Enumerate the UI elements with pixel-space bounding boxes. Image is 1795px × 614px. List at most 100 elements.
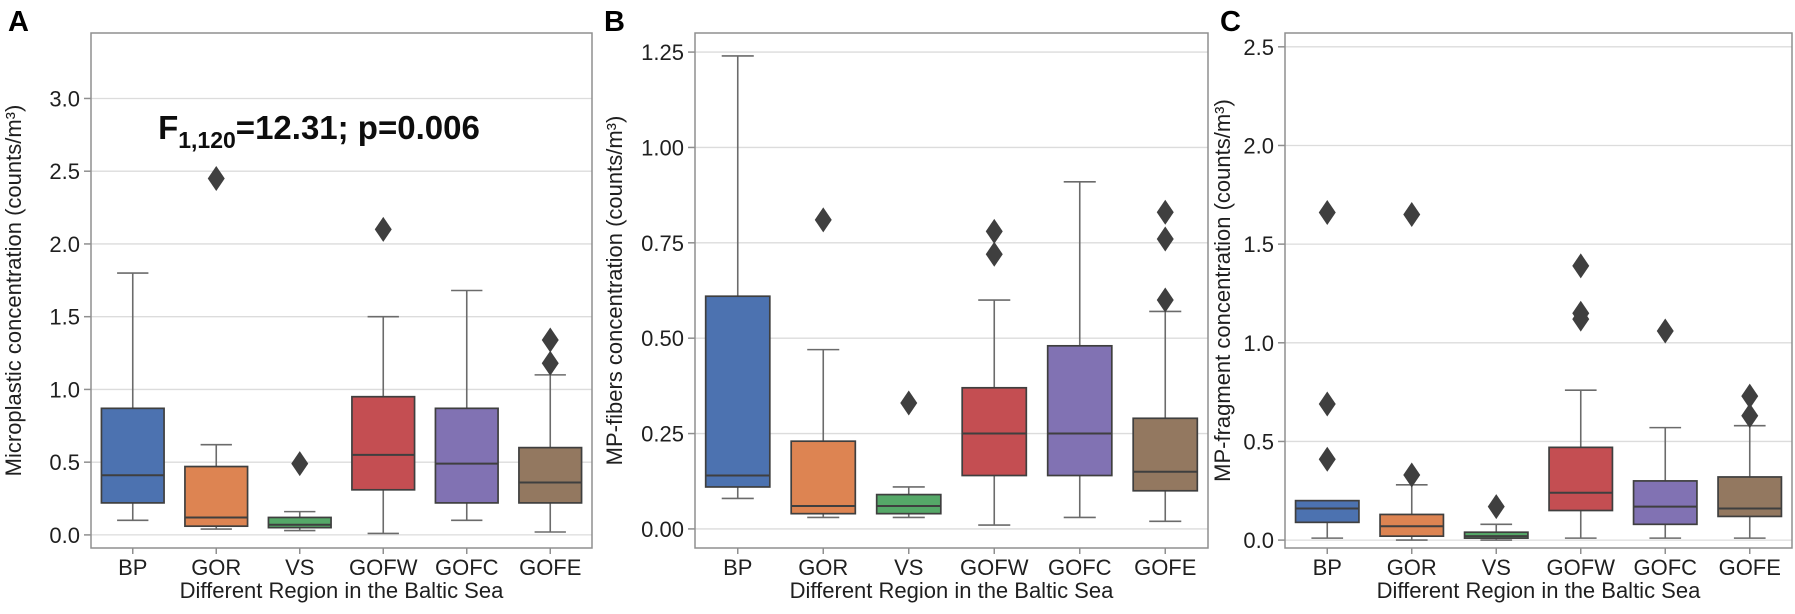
panel-B: 0.00 0.25 0.50 0.75 1.00 1.25 BP GOR VS GOFW GOFC G… <box>602 32 1209 603</box>
x-tick-label-GOFW: GOFW <box>349 555 418 580</box>
iqr-box <box>1132 417 1199 492</box>
x-axis-title: Different Region in the Baltic Sea <box>790 578 1114 603</box>
x-axis-title: Different Region in the Baltic Sea <box>1377 578 1701 603</box>
outlier-diamond-icon <box>1656 318 1674 344</box>
iqr-box <box>1294 499 1360 524</box>
plot-frame <box>1284 32 1793 549</box>
box-GOFE <box>1132 199 1199 523</box>
box-GOFE <box>518 327 583 533</box>
plot-frame <box>694 32 1209 549</box>
box-GOR <box>790 207 857 519</box>
outlier-diamond-icon <box>985 241 1003 267</box>
iqr-box <box>875 493 942 515</box>
iqr-box <box>1548 446 1614 512</box>
iqr-box <box>267 516 332 529</box>
outlier-diamond-icon <box>1156 226 1174 252</box>
outlier-diamond-icon <box>1403 202 1421 228</box>
outlier-diamond-icon <box>985 218 1003 244</box>
x-tick-label-GOR: GOR <box>798 555 848 580</box>
outlier-diamond-icon <box>541 350 559 376</box>
outlier-diamond-icon <box>1741 383 1759 409</box>
y-axis-title: MP-fragment concentration (counts/m³) <box>1210 99 1235 482</box>
y-tick-label: 2.5 <box>49 159 80 184</box>
x-tick-label-VS: VS <box>894 555 923 580</box>
y-tick-label: 1.5 <box>1243 232 1274 257</box>
outlier-diamond-icon <box>1318 391 1336 417</box>
x-axis-title: Different Region in the Baltic Sea <box>180 578 504 603</box>
box-GOFW <box>961 218 1028 526</box>
y-tick-label: 1.5 <box>49 305 80 330</box>
y-tick-label: 1.0 <box>1243 331 1274 356</box>
outlier-diamond-icon <box>1487 494 1505 520</box>
box-GOR <box>1379 202 1445 541</box>
box-GOFW <box>1548 253 1614 539</box>
box-VS <box>1463 494 1529 541</box>
panel-c-label: C <box>1220 6 1241 38</box>
box-BP <box>704 55 771 500</box>
x-tick-label-GOFW: GOFW <box>1547 555 1616 580</box>
outlier-diamond-icon <box>1572 300 1590 326</box>
y-tick-label: 0.75 <box>641 231 684 256</box>
outlier-diamond-icon <box>1156 199 1174 225</box>
panel-a-label: A <box>8 6 29 38</box>
outlier-diamond-icon <box>1403 462 1421 488</box>
x-tick-label-GOFC: GOFC <box>435 555 499 580</box>
box-GOFC <box>1046 180 1113 519</box>
y-axis-title: Microplastic concentration (counts/m³) <box>1 105 26 477</box>
panel-C: 0.0 0.5 1.0 1.5 2.0 2.5 BP GOR VS GOFW GOFC GOFE Dif… <box>1210 32 1793 603</box>
iqr-box <box>1046 344 1113 477</box>
y-tick-label: 0.25 <box>641 422 684 447</box>
y-tick-label: 1.0 <box>49 377 80 402</box>
outlier-diamond-icon <box>207 165 225 191</box>
x-tick-label-BP: BP <box>1313 555 1342 580</box>
iqr-box <box>961 386 1028 477</box>
outlier-diamond-icon <box>1572 253 1590 279</box>
outlier-diamond-icon <box>374 216 392 242</box>
box-GOFC <box>1632 318 1698 539</box>
y-tick-label: 0.50 <box>641 326 684 351</box>
outlier-diamond-icon <box>1318 200 1336 226</box>
iqr-box <box>100 407 165 504</box>
box-VS <box>875 390 942 519</box>
x-tick-label-GOFE: GOFE <box>1134 555 1196 580</box>
outlier-diamond-icon <box>291 451 309 477</box>
iqr-box <box>184 465 249 528</box>
x-tick-label-GOFC: GOFC <box>1048 555 1112 580</box>
x-tick-label-BP: BP <box>723 555 752 580</box>
iqr-box <box>351 395 416 491</box>
outlier-diamond-icon <box>900 390 918 416</box>
x-tick-label-VS: VS <box>1482 555 1511 580</box>
panel-b-label: B <box>604 6 625 38</box>
outlier-diamond-icon <box>1318 446 1336 472</box>
box-GOFC <box>434 289 499 522</box>
iqr-box <box>518 446 583 504</box>
stats-annotation: F1,120=12.31; p=0.006 <box>158 109 480 153</box>
y-tick-label: 1.25 <box>641 40 684 65</box>
x-tick-label-GOFW: GOFW <box>960 555 1029 580</box>
iqr-box <box>434 407 499 504</box>
iqr-box <box>790 440 857 515</box>
y-tick-label: 0.5 <box>1243 429 1274 454</box>
y-tick-label: 0.0 <box>49 523 80 548</box>
box-GOFE <box>1717 383 1783 539</box>
x-tick-label-GOR: GOR <box>191 555 241 580</box>
y-tick-label: 2.5 <box>1243 35 1274 60</box>
outlier-diamond-icon <box>541 327 559 353</box>
box-VS <box>267 451 332 532</box>
box-BP <box>1294 200 1360 539</box>
y-tick-label: 3.0 <box>49 86 80 111</box>
y-tick-label: 2.0 <box>1243 133 1274 158</box>
y-tick-label: 0.0 <box>1243 528 1274 553</box>
x-tick-label-GOFE: GOFE <box>1719 555 1781 580</box>
box-BP <box>100 272 165 522</box>
outlier-diamond-icon <box>1741 403 1759 429</box>
outlier-diamond-icon <box>814 207 832 233</box>
x-tick-label-VS: VS <box>285 555 314 580</box>
plot-frame <box>90 32 593 549</box>
x-tick-label-GOR: GOR <box>1387 555 1437 580</box>
panel-A: 0.0 0.5 1.0 1.5 2.0 2.5 3.0 BP GOR VS GOFW GOFC GOFE… <box>1 32 593 603</box>
iqr-box <box>1717 476 1783 518</box>
iqr-box <box>704 295 771 488</box>
